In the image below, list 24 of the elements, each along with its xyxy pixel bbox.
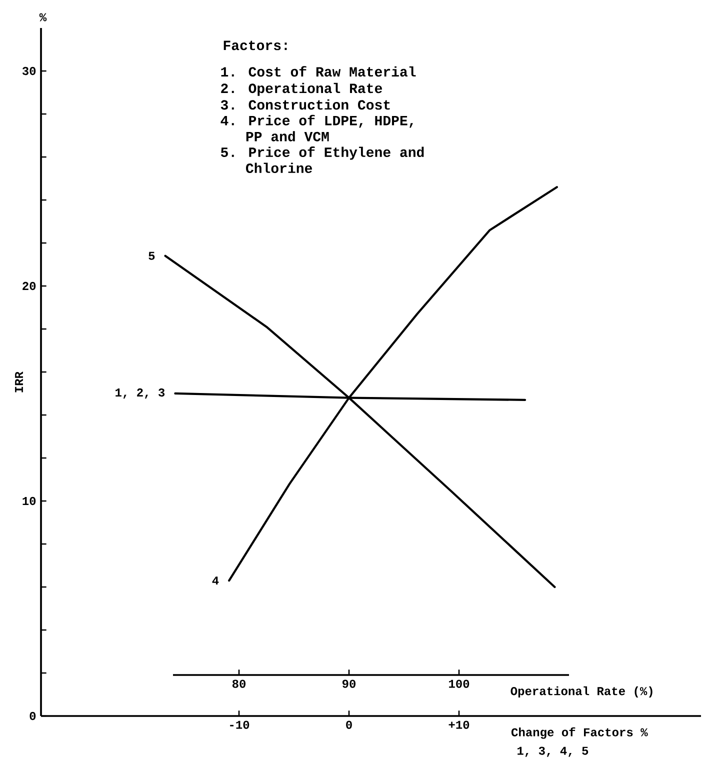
x-axis-title: Change of Factors %: [511, 727, 648, 739]
x-tick-label: -10: [230, 720, 250, 729]
text: 1, 3, 4, 5: [518, 746, 588, 757]
y-axis-title: IRR: [15, 372, 23, 392]
x2-tick-label: 80: [232, 680, 246, 688]
y-tick-label: 30: [22, 66, 36, 76]
annotation: Factors:: [224, 40, 287, 50]
x-tick-label: 0: [346, 720, 352, 729]
y-tick-label: 10: [22, 496, 36, 506]
text: %: [39, 13, 47, 22]
annotation: 5. Price of Ethylene and Chlorine: [220, 146, 424, 174]
series-label: 5: [148, 252, 155, 260]
annotation: 4. Price of LDPE, HDPE, PP and VCM: [220, 114, 413, 142]
y-tick-label: 0: [30, 712, 36, 720]
annotation: 3. Construction Cost: [220, 99, 390, 110]
y-tick-label: 20: [22, 282, 36, 290]
x2-tick-label: 90: [342, 680, 356, 688]
x2-axis-title: Operational Rate (%): [510, 686, 652, 698]
annotation: 2. Operational Rate: [221, 82, 382, 96]
x-tick-label: +10: [448, 720, 470, 729]
annotation: 1. Cost of Raw Material: [221, 66, 416, 77]
x2-tick-label: 100: [449, 680, 470, 688]
series-label: 1, 2, 3: [116, 388, 165, 399]
series-label: 4: [212, 576, 219, 584]
